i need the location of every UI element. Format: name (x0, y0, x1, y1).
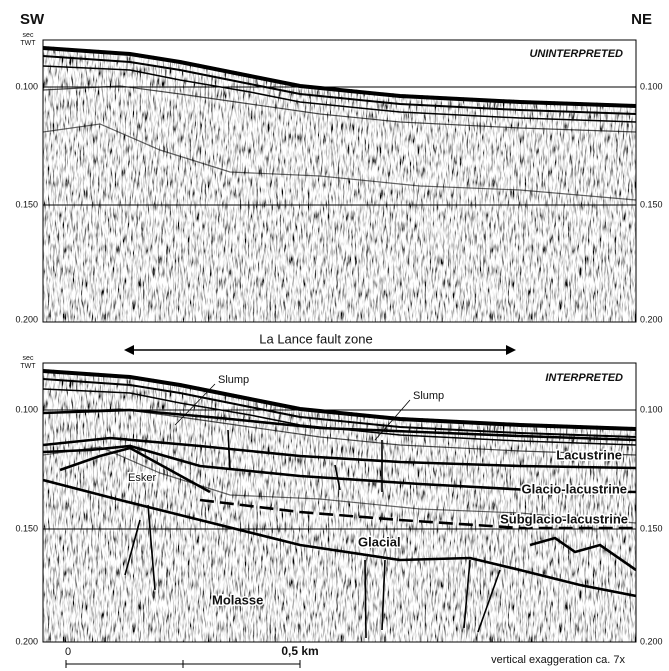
fault (124, 429, 501, 639)
direction-label: SW (20, 11, 45, 28)
axis-unit: TWT (20, 363, 36, 370)
horizon (529, 536, 636, 572)
fault-zone-label: La Lance fault zone (259, 331, 372, 346)
time-label: 0.150 (15, 199, 38, 209)
scale-label: 0,5 km (281, 644, 318, 658)
time-label: 0.200 (15, 314, 38, 324)
time-label: 0.100 (640, 404, 663, 414)
time-label: 0.200 (640, 636, 663, 646)
scale-tick (65, 660, 301, 668)
time-label: 0.100 (640, 81, 663, 91)
axis-unit: sec (23, 32, 34, 39)
unit-label: Glacial (358, 534, 401, 549)
unit-label: Esker (128, 472, 156, 484)
horizon (59, 446, 211, 494)
seismic-section (43, 40, 636, 322)
horizon (43, 408, 636, 442)
unit-label: Slump (218, 374, 249, 386)
exaggeration-note: vertical exaggeration ca. 7x (491, 654, 625, 666)
axis-unit: TWT (20, 40, 36, 47)
time-label: 0.150 (15, 523, 38, 533)
horizon (43, 436, 636, 470)
horizon (43, 444, 636, 494)
time-label: 0.150 (640, 523, 663, 533)
unit-label: Lacustrine (556, 447, 622, 462)
time-label: 0.200 (640, 314, 663, 324)
unit-label: Molasse (212, 592, 263, 607)
unit-label: Slump (413, 390, 444, 402)
horizon (43, 478, 636, 598)
unit-label: Glacio-lacustrine (522, 481, 627, 496)
time-label: 0.200 (15, 636, 38, 646)
panel-title: INTERPRETED (545, 372, 623, 384)
time-label: 0.150 (640, 199, 663, 209)
panel-title: UNINTERPRETED (529, 48, 623, 60)
time-label: 0.100 (15, 404, 38, 414)
leader-line (174, 383, 411, 441)
time-label: 0.100 (15, 81, 38, 91)
use (43, 40, 636, 322)
axis-unit: sec (23, 355, 34, 362)
panel-frame (42, 362, 637, 643)
panel-frame (42, 39, 637, 323)
scale-label: 0 (65, 646, 71, 658)
interpretation (43, 383, 636, 639)
direction-label: NE (631, 11, 652, 28)
unit-label: Subglacio-lacustrine (500, 511, 628, 526)
horizon (199, 498, 636, 530)
